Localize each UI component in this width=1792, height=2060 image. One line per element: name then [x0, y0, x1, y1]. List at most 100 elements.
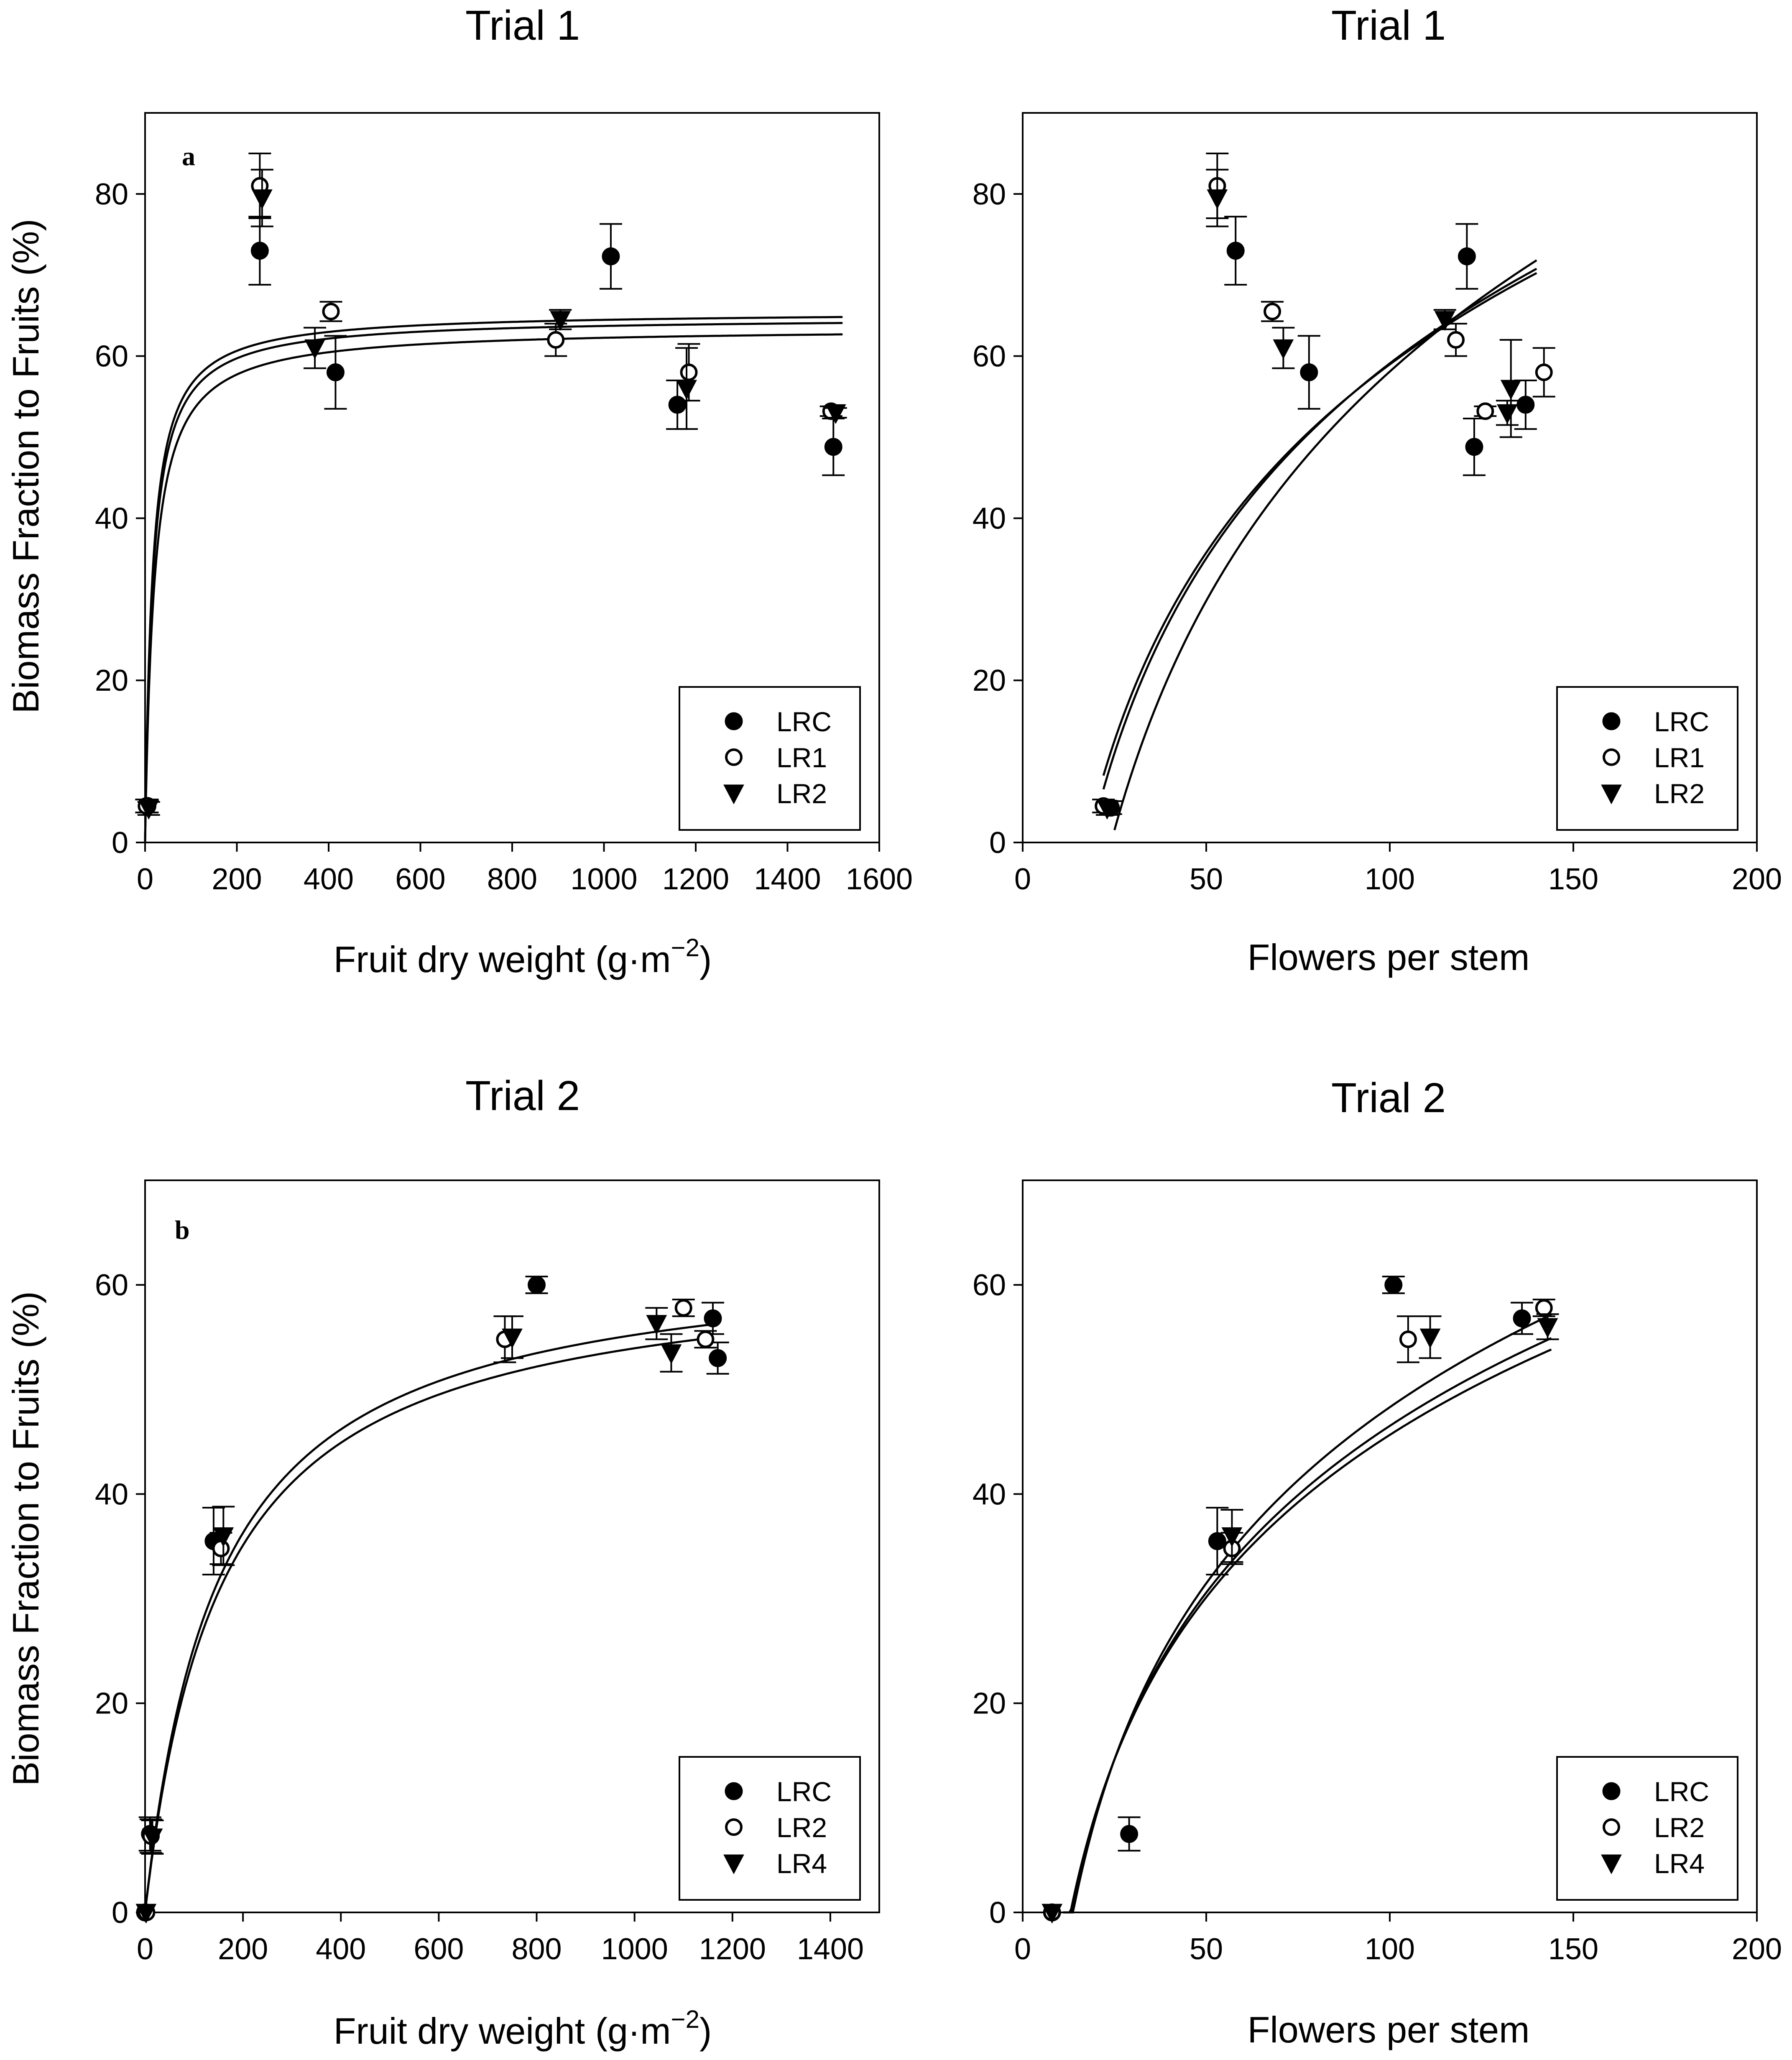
data-point-lr4: [661, 1344, 682, 1364]
panel-title: Trial 2: [1331, 1075, 1446, 1121]
y-tick-label: 0: [112, 1896, 128, 1930]
x-tick-label: 800: [511, 1932, 562, 1966]
data-point-lr2: [304, 339, 325, 360]
y-tick-label: 0: [989, 826, 1006, 860]
fit-curve: [1063, 1313, 1552, 1914]
x-tick-label: 1000: [601, 1932, 668, 1966]
y-tick-label: 40: [95, 1478, 128, 1511]
panel-title: Trial 2: [465, 1072, 580, 1119]
panel-title: Trial 1: [465, 2, 580, 49]
y-tick-label: 60: [973, 340, 1006, 373]
legend-label: LR2: [776, 778, 827, 809]
data-point-lrc: [1120, 1825, 1139, 1843]
data-point-lr1: [1264, 303, 1281, 321]
legend-label: LR1: [776, 742, 827, 773]
data-point-lrc: [528, 1276, 546, 1294]
x-tick-label: 1200: [699, 1932, 766, 1966]
data-point-lr4: [142, 1828, 163, 1848]
x-axis-label: Flowers per stem: [1248, 937, 1530, 978]
data-point-lr4: [1537, 1318, 1558, 1338]
x-tick-label: 400: [304, 863, 354, 896]
legend-marker-lrc: [725, 1782, 743, 1800]
x-tick-label: 800: [487, 863, 537, 896]
fit-curve: [144, 1324, 708, 1913]
legend-label: LRC: [776, 1776, 832, 1807]
y-tick-label: 20: [973, 1687, 1006, 1720]
data-point-lr4: [1042, 1904, 1063, 1924]
data-point-lr2: [1207, 189, 1228, 209]
legend-marker-lr1: [1603, 748, 1620, 766]
data-point-lr2: [212, 1539, 230, 1557]
x-tick-label: 1400: [754, 863, 821, 896]
panel-trial2-fruit-dry-weight: Trial 2 b Fruit dry weight (g·m−2) Bioma…: [5, 1072, 880, 2052]
legend-label: LR2: [776, 1812, 827, 1843]
legend-marker-lr2: [723, 784, 744, 804]
data-point-lr4: [135, 1904, 157, 1924]
y-tick-label: 0: [989, 1896, 1006, 1930]
fit-curve: [1102, 272, 1537, 776]
data-point-lrc: [1465, 438, 1483, 456]
legend-label: LRC: [1654, 1776, 1709, 1807]
legend-label: LR4: [1654, 1848, 1705, 1879]
legend-marker-lrc: [1602, 712, 1621, 730]
x-tick-label: 1400: [797, 1932, 864, 1966]
plot-frame: [144, 1179, 880, 1913]
data-point-lr2: [251, 189, 273, 209]
y-tick-label: 60: [95, 340, 128, 373]
data-point-lrc: [668, 396, 687, 414]
legend-marker-lr2: [1603, 1818, 1620, 1836]
data-point-lrc: [250, 242, 269, 260]
y-tick-label: 60: [95, 1269, 128, 1302]
data-point-lr2: [697, 1330, 715, 1348]
data-point-lrc: [824, 438, 842, 456]
data-point-lr2: [825, 404, 846, 424]
fit-curve: [144, 1337, 708, 1913]
panel-trial2-flowers-per-stem: Trial 2 Flowers per stem 0 50 100 150 200 0 20…: [973, 1075, 1782, 2050]
y-axis-label: Biomass Fraction to Fruits (%): [5, 1291, 46, 1786]
x-tick-label: 200: [1732, 1932, 1782, 1966]
data-point-lr2: [1497, 404, 1518, 424]
data-point-lr2: [550, 311, 571, 331]
legend-box: [679, 1756, 861, 1901]
x-tick-label: 0: [1014, 863, 1031, 896]
legend-label: LR1: [1654, 742, 1705, 773]
x-axis-label-superscript: −2: [671, 934, 699, 962]
y-tick-label: 20: [95, 1687, 128, 1720]
data-point-lr2: [674, 1299, 692, 1317]
panel-title: Trial 1: [1331, 2, 1446, 49]
data-point-lr2: [1434, 311, 1455, 331]
panel-trial1-fruit-dry-weight: Trial 1 a Fruit dry weight (g·m−2) Bioma…: [5, 2, 913, 980]
legend-box: [679, 686, 861, 831]
x-tick-label: 0: [137, 1932, 153, 1966]
panel-trial1-flowers-per-stem: Trial 1 Flowers per stem 0 50 100 150 200 0 20…: [973, 2, 1782, 978]
x-tick-label: 600: [414, 1932, 464, 1966]
fit-curve: [144, 322, 843, 843]
data-point-lr1: [322, 303, 340, 321]
data-point-lrc: [1384, 1276, 1403, 1294]
legend-label: LR2: [1654, 1812, 1705, 1843]
legend-marker-lr4: [723, 1854, 744, 1874]
legend-label: LR4: [776, 1848, 827, 1879]
fit-curve: [144, 333, 843, 843]
panel-letter: a: [182, 141, 195, 171]
y-tick-label: 40: [95, 502, 128, 535]
x-tick-label: 50: [1190, 863, 1223, 896]
data-point-lrc: [704, 1309, 722, 1327]
x-tick-label: 1200: [662, 863, 729, 896]
data-point-lr1: [1476, 402, 1494, 420]
legend-marker-lr1: [725, 748, 743, 766]
data-point-lrc: [1516, 396, 1535, 414]
data-point-lr1: [547, 331, 565, 349]
y-tick-label: 60: [973, 1269, 1006, 1302]
x-axis-label: Fruit dry weight (g·m−2): [334, 934, 712, 980]
data-point-lr1: [1535, 363, 1553, 381]
data-point-lrc: [326, 363, 345, 381]
x-tick-label: 0: [1014, 1932, 1031, 1966]
x-tick-label: 0: [137, 863, 153, 896]
x-tick-label: 100: [1365, 1932, 1415, 1966]
x-tick-label: 1600: [846, 863, 913, 896]
data-point-lr2: [1399, 1330, 1417, 1348]
data-point-lrc: [1208, 1532, 1226, 1550]
data-point-lrc: [602, 247, 620, 265]
